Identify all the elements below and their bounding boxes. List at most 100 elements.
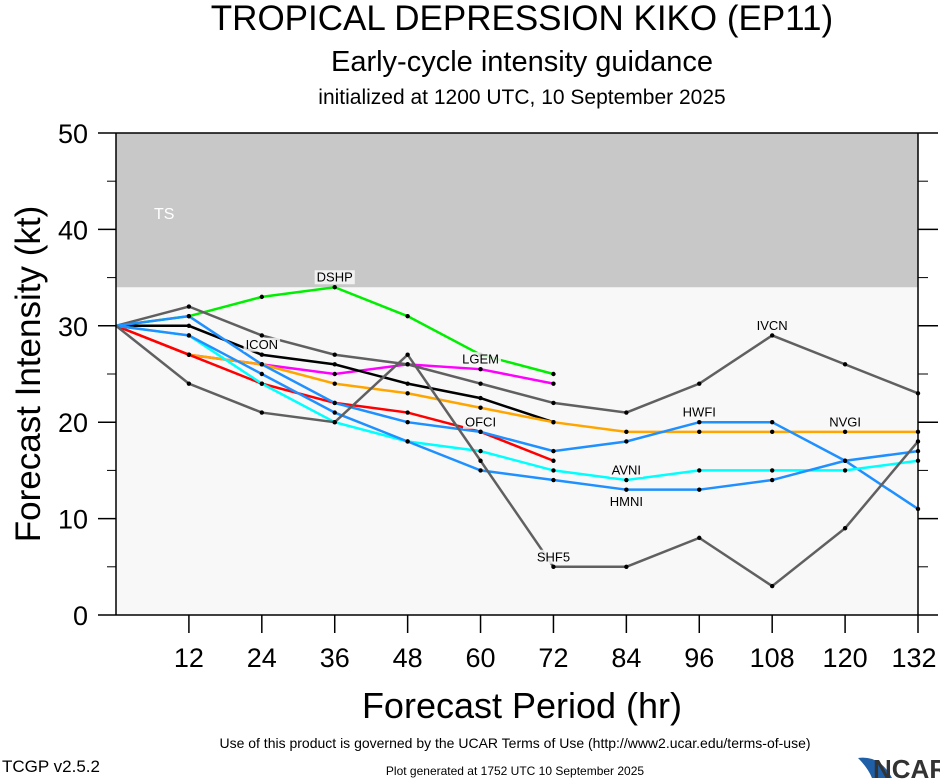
series-line-avni xyxy=(115,324,919,482)
y-axis-label: Forecast Intensity (kt) xyxy=(9,206,48,542)
data-point-shf5 xyxy=(769,583,775,589)
series-labels: DSHP LGEM IVCN ICON NVGI OFCI HWFI AVNI HMNI SHF5 xyxy=(243,270,863,564)
series-label-bg xyxy=(463,414,499,429)
data-point-hwfi xyxy=(624,439,629,444)
data-point-hmni xyxy=(624,487,629,492)
series-label-hmni: HMNI xyxy=(610,494,643,509)
data-point-shf5 xyxy=(332,420,337,425)
data-point-nvgi xyxy=(769,429,775,435)
data-point-hwfi xyxy=(405,420,410,425)
data-point-hmni xyxy=(186,333,192,338)
data-point-avni xyxy=(769,468,775,473)
data-point-avni xyxy=(551,468,556,473)
data-point-hmni xyxy=(842,458,848,463)
data-point-hwfi xyxy=(186,313,192,319)
data-point-ivcn xyxy=(842,362,848,367)
plot-area: TS DSHP LGEM IVCN ICON NVGI OFCI HWFI AVNI HMNI SH… xyxy=(58,119,938,673)
data-point-hmni xyxy=(478,468,483,473)
data-point-dshp xyxy=(551,371,556,377)
chart-title: TROPICAL DEPRESSION KIKO (EP11) xyxy=(211,0,833,38)
x-axis-label: Forecast Period (hr) xyxy=(362,685,682,726)
band-ts xyxy=(116,133,918,288)
data-point-icon xyxy=(405,381,410,386)
data-point-avni xyxy=(624,477,629,483)
series-label-bg xyxy=(534,549,573,564)
data-point-icon xyxy=(186,323,192,328)
series-label-bg xyxy=(827,414,863,429)
generated-timestamp: Plot generated at 1752 UTC 10 September … xyxy=(386,764,644,778)
x-tick-label: 72 xyxy=(538,643,568,673)
data-point-icon xyxy=(332,362,337,367)
data-point-hwfi xyxy=(332,400,337,406)
data-point-hwfi xyxy=(769,420,775,425)
data-point-hwfi xyxy=(259,362,265,367)
series-label-bg xyxy=(460,352,501,367)
data-point-avni xyxy=(478,448,483,454)
data-point-dshp xyxy=(405,313,410,319)
x-tick-label: 36 xyxy=(320,643,350,673)
data-point-shf5 xyxy=(697,535,702,541)
series-line-shf5 xyxy=(115,324,919,588)
series-line-ivcn xyxy=(115,305,919,414)
data-point-ofci xyxy=(405,410,410,415)
y-tick-label: 40 xyxy=(58,215,88,245)
data-point-dshp xyxy=(259,294,265,300)
series-label-lgem: LGEM xyxy=(462,352,499,367)
data-point-hmni xyxy=(332,410,337,415)
x-tick-label: 84 xyxy=(611,643,641,673)
data-point-ivcn xyxy=(551,400,556,406)
data-point-icon xyxy=(259,352,265,357)
y-tick-label: 30 xyxy=(58,312,88,342)
data-point-ivcn xyxy=(186,304,192,309)
data-point-hmni xyxy=(405,439,410,444)
data-point-nvgi xyxy=(842,429,848,435)
ncar-logo: NCAR xyxy=(858,754,940,780)
data-point-nvgi xyxy=(478,405,483,410)
data-point-avni xyxy=(697,468,702,473)
series-label-bg xyxy=(609,463,644,478)
series-label-dshp: DSHP xyxy=(317,270,353,285)
data-point-lgem xyxy=(332,371,337,377)
series-line-hwfi xyxy=(115,314,919,511)
series-label-bg xyxy=(607,494,645,509)
data-point-ivcn xyxy=(769,333,775,338)
x-tick-label: 12 xyxy=(174,643,204,673)
x-tick-label: 108 xyxy=(750,643,795,673)
data-point-hwfi xyxy=(551,448,556,454)
data-point-hmni xyxy=(769,477,775,483)
terms-notice: Use of this product is governed by the U… xyxy=(219,735,810,751)
data-point-hwfi xyxy=(697,420,702,425)
data-point-nvgi xyxy=(551,420,556,425)
series-label-icon: ICON xyxy=(246,337,279,352)
x-tick-label: 48 xyxy=(393,643,423,673)
data-point-dshp xyxy=(332,285,337,290)
data-point-hmni xyxy=(551,477,556,483)
data-point-nvgi xyxy=(624,429,629,435)
series-label-ofci: OFCI xyxy=(465,414,496,429)
data-point-ivcn xyxy=(697,381,702,386)
y-tick-label: 0 xyxy=(73,601,88,631)
version-label: TCGP v2.5.2 xyxy=(2,757,100,776)
data-point-icon xyxy=(478,395,483,401)
data-point-shf5 xyxy=(842,526,848,531)
series-label-hwfi: HWFI xyxy=(683,405,716,420)
data-point-lgem xyxy=(551,381,556,386)
x-tick-label: 120 xyxy=(823,643,868,673)
x-tick-label: 24 xyxy=(247,643,277,673)
series-label-ivcn: IVCN xyxy=(757,318,788,333)
data-point-ivcn xyxy=(332,352,337,357)
data-point-ivcn xyxy=(405,362,410,367)
x-tick-label: 132 xyxy=(891,643,936,673)
data-point-hmni xyxy=(259,371,265,377)
band-label: TS xyxy=(154,206,174,223)
data-point-nvgi xyxy=(332,381,337,386)
y-tick-label: 20 xyxy=(58,408,88,438)
series-label-bg xyxy=(314,270,355,285)
series-line-hmni xyxy=(115,324,919,491)
x-tick-label: 96 xyxy=(684,643,714,673)
chart-subtitle-init: initialized at 1200 UTC, 10 September 20… xyxy=(318,86,725,109)
ncar-logo-text: NCAR xyxy=(873,754,940,780)
data-point-ivcn xyxy=(259,333,265,338)
series-line-nvgi xyxy=(115,324,918,434)
